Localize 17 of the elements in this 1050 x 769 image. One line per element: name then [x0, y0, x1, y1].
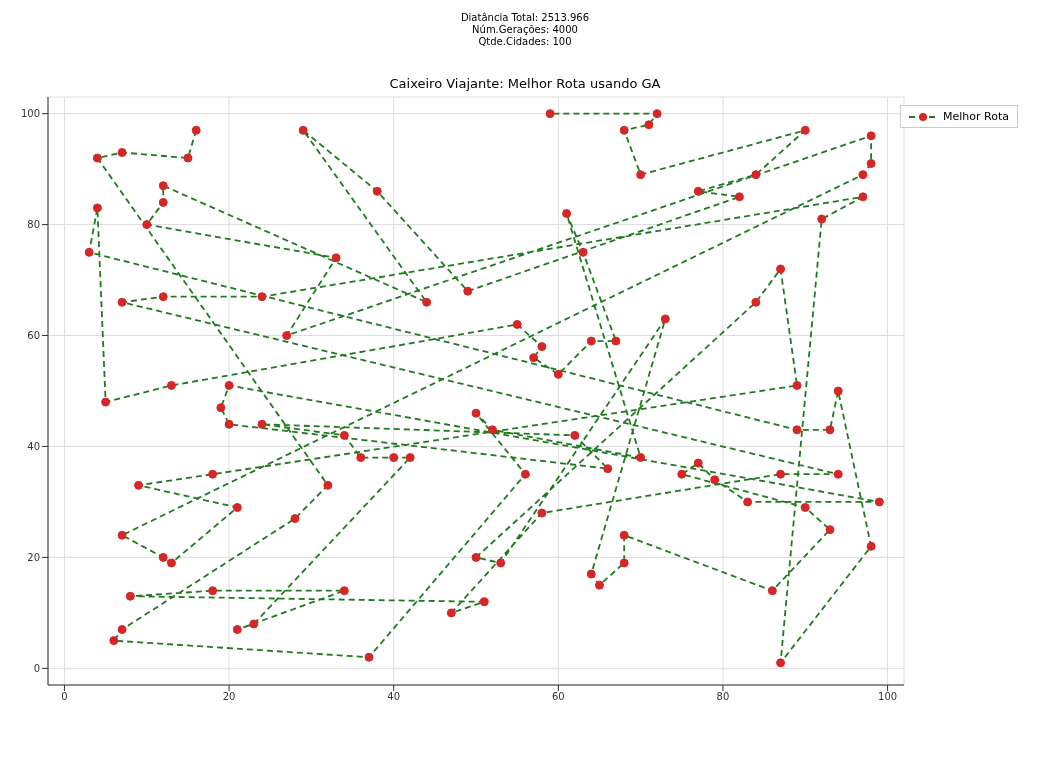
x-tick-label: 0 — [61, 691, 68, 703]
legend-label: Melhor Rota — [943, 110, 1009, 123]
y-tick-label: 60 — [27, 330, 40, 342]
x-tick-label: 100 — [878, 691, 898, 703]
x-tick-label: 80 — [716, 691, 730, 703]
text: Qtde.Cidades: 100 — [477, 36, 573, 48]
y-tick-label: 80 — [27, 219, 40, 231]
y-tick-label: 0 — [33, 662, 40, 674]
y-tick-label: 20 — [27, 551, 40, 563]
text: Diatância Total: 2513.966 — [459, 12, 591, 24]
text: Núm.Gerações: 4000 — [471, 24, 579, 36]
x-tick-label: 40 — [387, 691, 401, 703]
x-tick-label: 60 — [551, 691, 565, 703]
x-tick-label: 20 — [222, 691, 236, 703]
y-tick-label: 100 — [20, 108, 40, 120]
y-tick-label: 40 — [27, 441, 40, 453]
chart-title: Caixeiro Viajante: Melhor Rota usando GA — [388, 76, 662, 91]
